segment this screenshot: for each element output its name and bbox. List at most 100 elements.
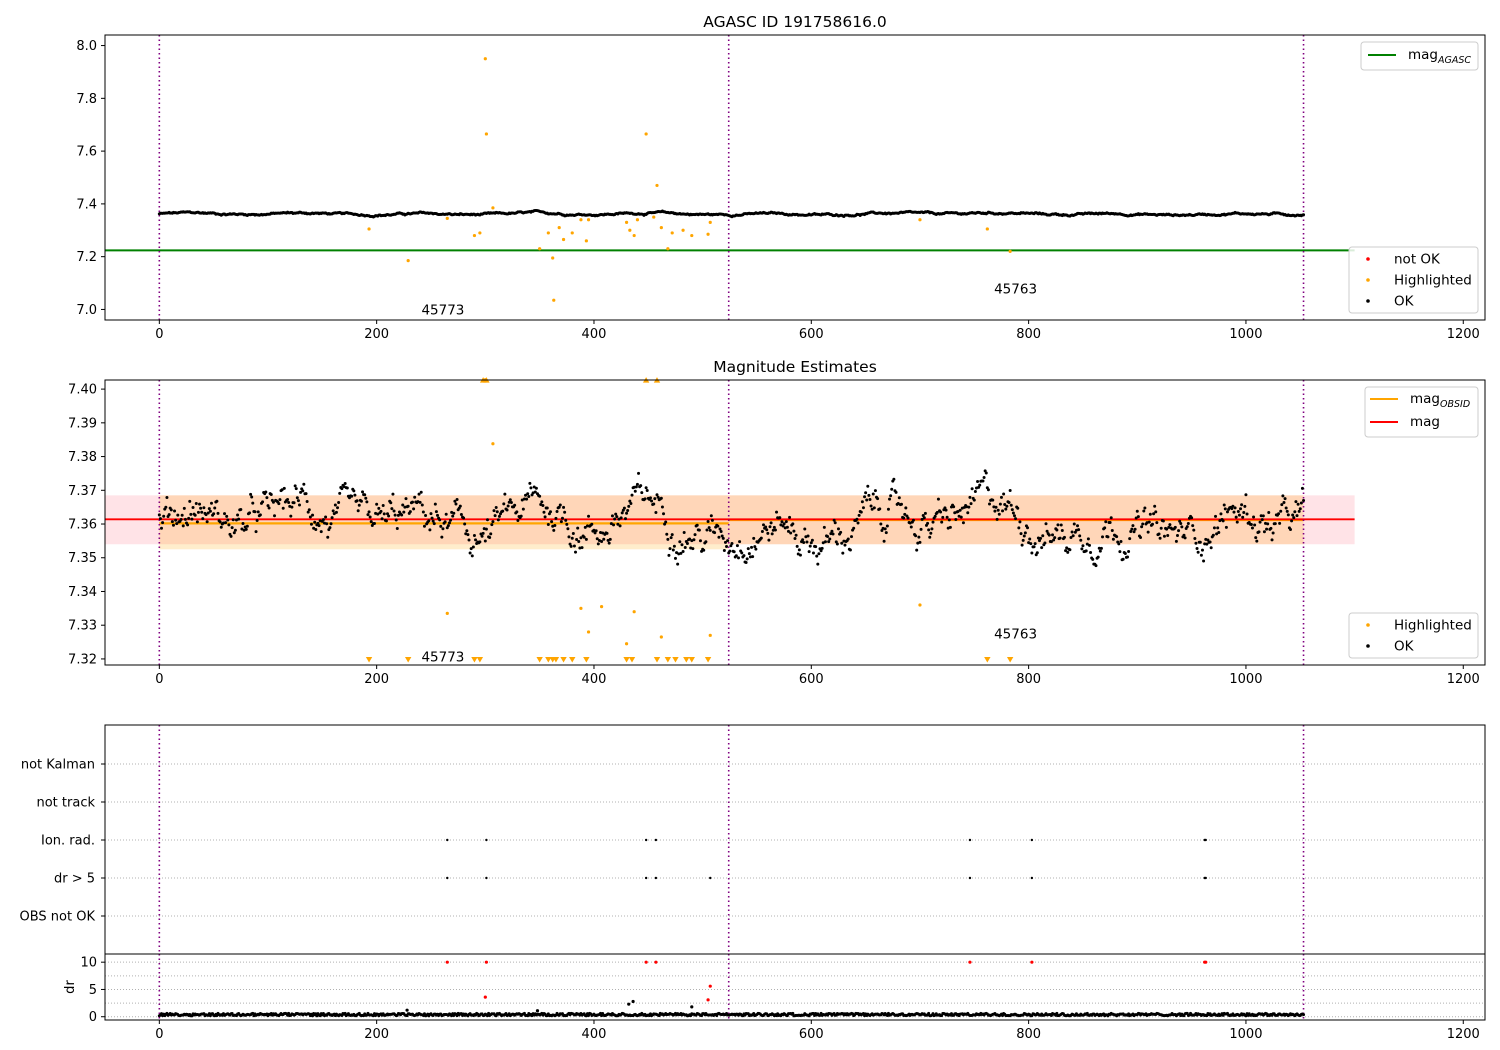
highlighted-clipped-low-marker bbox=[672, 656, 679, 663]
ok-point bbox=[1240, 503, 1244, 507]
ok-point bbox=[1068, 548, 1072, 552]
ok-point bbox=[1089, 551, 1093, 555]
data-point bbox=[708, 633, 712, 637]
data-point bbox=[655, 183, 659, 188]
ok-point bbox=[250, 495, 254, 499]
data-point bbox=[561, 237, 566, 242]
ok-point bbox=[301, 489, 305, 493]
ok-point bbox=[843, 543, 847, 547]
ok-point bbox=[366, 513, 370, 517]
obsid-annotation: 45763 bbox=[994, 281, 1037, 297]
data-point bbox=[406, 259, 410, 263]
legend-dot-swatch bbox=[1366, 644, 1370, 648]
ok-point bbox=[1192, 528, 1196, 532]
ok-point bbox=[1225, 510, 1229, 514]
legend-box bbox=[1360, 41, 1479, 71]
ok-point bbox=[508, 498, 512, 502]
ok-point bbox=[1288, 528, 1292, 532]
ok-point bbox=[1022, 534, 1026, 538]
ok-point bbox=[1143, 506, 1147, 510]
ok-point bbox=[1012, 514, 1016, 518]
ok-point bbox=[223, 512, 227, 516]
ok-point bbox=[1147, 520, 1151, 524]
ok-point bbox=[186, 523, 190, 527]
ok-point bbox=[753, 545, 757, 549]
ok-point bbox=[505, 508, 509, 512]
ok-point bbox=[1055, 528, 1059, 532]
data-point bbox=[918, 218, 922, 222]
ok-point bbox=[311, 513, 315, 517]
ok-point bbox=[1081, 544, 1085, 548]
ok-point bbox=[391, 492, 395, 496]
ok-point bbox=[1079, 538, 1083, 542]
ok-point bbox=[1126, 555, 1130, 559]
ok-point bbox=[336, 506, 340, 510]
ok-point bbox=[444, 512, 448, 516]
ok-point bbox=[918, 540, 922, 544]
ok-point bbox=[970, 487, 974, 491]
ok-point bbox=[961, 521, 965, 525]
ok-point bbox=[1294, 500, 1298, 504]
ok-point bbox=[678, 540, 682, 544]
ok-point bbox=[1202, 559, 1206, 563]
ok-point bbox=[786, 529, 790, 533]
ok-point bbox=[387, 514, 391, 518]
ok-point bbox=[541, 504, 545, 508]
ok-point bbox=[732, 550, 736, 554]
ok-point bbox=[719, 529, 723, 533]
data-point bbox=[681, 228, 685, 232]
ok-point bbox=[904, 506, 908, 510]
ok-point bbox=[1239, 507, 1243, 511]
ok-point bbox=[1077, 528, 1081, 532]
ok-point bbox=[316, 521, 320, 525]
ok-point bbox=[612, 523, 616, 527]
ok-point bbox=[264, 490, 268, 494]
data-point bbox=[599, 605, 604, 609]
data-point bbox=[624, 220, 629, 224]
data-point bbox=[484, 960, 489, 964]
legend-label: not OK bbox=[1394, 252, 1441, 268]
ok-point bbox=[400, 513, 404, 517]
ok-point bbox=[533, 490, 537, 494]
ok-point bbox=[555, 510, 559, 514]
ok-point bbox=[1142, 509, 1146, 513]
ok-point bbox=[575, 537, 579, 541]
ok-point bbox=[396, 513, 400, 517]
ok-point bbox=[1117, 542, 1121, 546]
ok-point bbox=[871, 492, 875, 496]
ok-point bbox=[626, 509, 630, 513]
data-point bbox=[552, 298, 556, 302]
ok-point bbox=[1223, 507, 1227, 511]
ok-point bbox=[1291, 513, 1295, 517]
ok-point bbox=[330, 516, 334, 520]
ok-point bbox=[628, 499, 632, 503]
ok-point bbox=[325, 522, 329, 526]
ok-point bbox=[428, 528, 432, 532]
ok-point bbox=[919, 527, 923, 531]
ok-point bbox=[617, 517, 621, 521]
highlighted-clipped-low-marker bbox=[623, 656, 630, 663]
ok-point bbox=[1261, 514, 1265, 518]
ok-point bbox=[1179, 521, 1183, 525]
data-point bbox=[579, 606, 583, 610]
ok-point bbox=[596, 542, 600, 546]
ok-point bbox=[860, 500, 864, 504]
ok-point bbox=[471, 545, 475, 549]
ok-point bbox=[927, 528, 931, 532]
ok-point bbox=[338, 491, 342, 495]
ok-point bbox=[170, 520, 174, 524]
ok-point bbox=[207, 507, 211, 511]
ok-point bbox=[1177, 529, 1181, 533]
y-tick-label: 7.34 bbox=[68, 585, 97, 600]
y-axis-label: dr bbox=[63, 980, 78, 994]
ok-point bbox=[1175, 534, 1179, 538]
ok-point bbox=[227, 523, 231, 527]
ok-point bbox=[770, 532, 774, 536]
ok-point bbox=[219, 525, 223, 529]
data-point bbox=[627, 1002, 631, 1006]
ok-point bbox=[1215, 532, 1219, 536]
ok-point bbox=[1069, 536, 1073, 540]
data-point bbox=[1030, 960, 1034, 964]
ok-point bbox=[1084, 549, 1088, 553]
